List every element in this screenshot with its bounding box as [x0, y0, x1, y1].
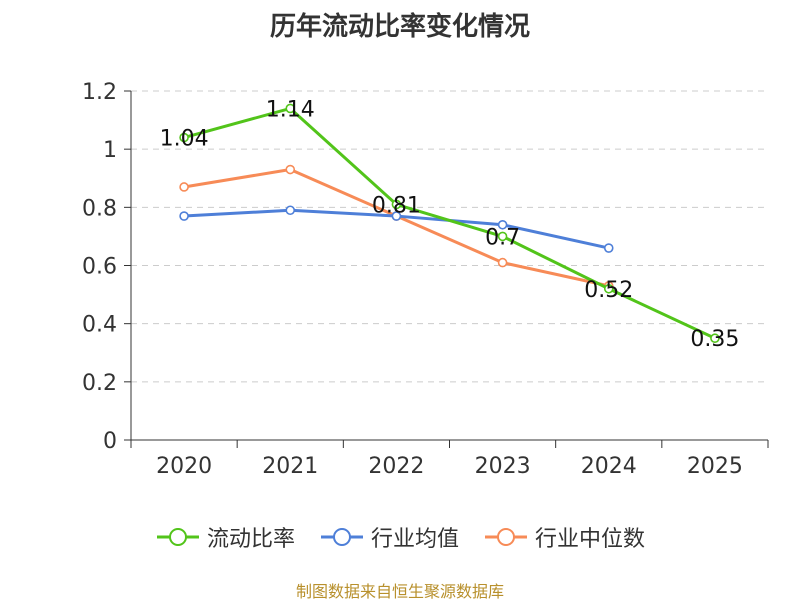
y-tick-label: 0.6	[82, 255, 117, 280]
series-line-industry_median	[183, 168, 610, 288]
y-tick-label: 0.2	[82, 371, 117, 396]
y-tick-label: 0.8	[82, 196, 117, 221]
chart-title: 历年流动比率变化情况	[269, 12, 530, 42]
data-point-industry_avg	[391, 211, 402, 221]
data-point-current_ratio	[391, 199, 402, 210]
data-label: 0.52	[584, 278, 633, 303]
data-point-current_ratio	[603, 283, 614, 294]
legend-item-current-ratio[interactable]: 流动比率	[155, 521, 295, 553]
data-point-industry_median	[179, 182, 189, 192]
data-label: 0.81	[372, 193, 421, 218]
data-point-industry_avg	[603, 243, 614, 253]
data-point-current_ratio	[497, 231, 508, 242]
data-label: 0.35	[690, 327, 739, 352]
data-label: 0.7	[485, 225, 520, 250]
legend-marker-industry-median	[485, 528, 527, 546]
legend-item-industry-avg[interactable]: 行业均值	[319, 521, 459, 553]
data-point-industry_avg	[285, 205, 296, 216]
x-tick-label: 2024	[581, 454, 637, 479]
data-point-industry_median	[497, 257, 508, 268]
legend-item-industry-median[interactable]: 行业中位数	[483, 521, 645, 553]
legend: 流动比率 行业均值 行业中位数	[0, 520, 800, 554]
x-tick-label: 2023	[475, 454, 531, 479]
data-point-industry_avg	[179, 211, 189, 221]
legend-marker-industry-avg	[320, 528, 363, 546]
x-tick-label: 2020	[156, 454, 212, 479]
data-point-current_ratio	[285, 103, 296, 114]
data-label: 1.14	[266, 97, 315, 122]
legend-label-industry-avg: 行业均值	[370, 527, 459, 552]
x-tick-label: 2022	[368, 454, 424, 479]
data-point-current_ratio	[179, 132, 189, 143]
x-tick-label: 2025	[687, 454, 743, 479]
data-point-industry_median	[285, 164, 296, 175]
legend-label-current-ratio: 流动比率	[206, 527, 295, 552]
y-tick-label: 0	[103, 429, 117, 454]
data-label: 1.04	[160, 127, 209, 152]
legend-marker-current-ratio	[156, 528, 199, 546]
data-point-current_ratio	[710, 333, 720, 344]
y-tick-label: 0.4	[82, 313, 117, 338]
source-note: 制图数据来自恒生聚源数据库	[295, 582, 504, 601]
legend-label-industry-median: 行业中位数	[535, 527, 646, 552]
data-point-industry_avg	[497, 219, 508, 230]
y-tick-label: 1	[103, 138, 117, 163]
x-tick-label: 2021	[262, 454, 318, 479]
series-line-current_ratio	[183, 106, 716, 340]
y-tick-label: 1.2	[82, 80, 117, 105]
